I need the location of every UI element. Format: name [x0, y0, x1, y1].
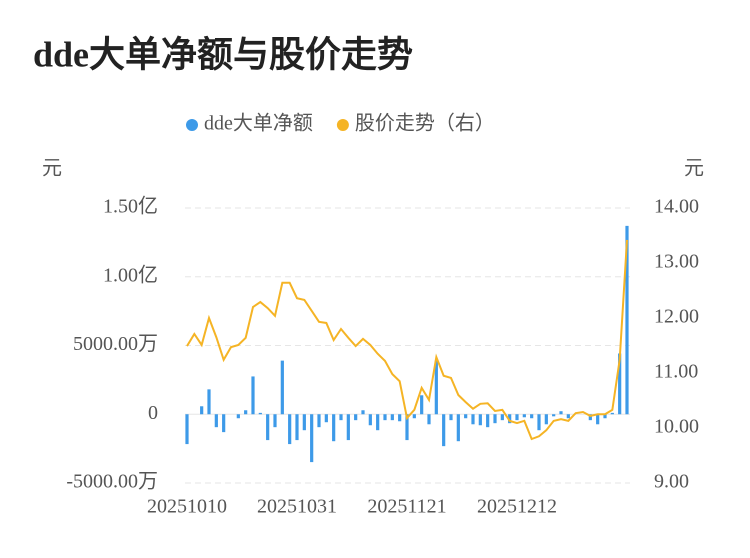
bar [449, 414, 453, 421]
bar [332, 414, 336, 442]
bar [552, 414, 556, 417]
legend-label: 股价走势（右） [355, 112, 495, 135]
bar [200, 406, 204, 415]
y-tick-label: 1.00亿 [103, 263, 158, 286]
bar [398, 414, 402, 422]
bar [310, 414, 314, 463]
bar [368, 414, 372, 426]
y2-tick-label: 13.00 [654, 251, 699, 273]
legend-label: dde大单净额 [204, 112, 313, 135]
bar [478, 414, 482, 426]
bar [412, 414, 416, 419]
bar [537, 414, 541, 431]
bar [427, 414, 431, 425]
bar [288, 414, 292, 445]
bar [258, 412, 262, 415]
y2-tick-label: 10.00 [654, 416, 699, 438]
y2-tick-label: 11.00 [654, 361, 698, 383]
bar [530, 414, 534, 419]
bar [295, 414, 299, 441]
bar [339, 414, 343, 421]
x-tick-label: 20251031 [257, 496, 337, 518]
bar [376, 414, 380, 431]
price-line [186, 239, 628, 441]
bar [588, 414, 592, 421]
bar [266, 414, 270, 441]
legend-marker [336, 119, 349, 131]
bar [500, 414, 504, 421]
bar [493, 414, 497, 424]
y2-tick-label: 14.00 [654, 196, 699, 218]
bar [618, 353, 622, 415]
bar [442, 414, 446, 447]
bar [361, 410, 365, 415]
bar [610, 412, 614, 415]
chart-title: dde大单净额与股价走势 [33, 34, 413, 74]
legend-marker [186, 119, 198, 131]
x-tick-label: 20251121 [367, 496, 446, 518]
bar [302, 414, 306, 431]
x-tick-label: 20251010 [147, 496, 227, 518]
y-axis-unit: 元 [42, 158, 62, 180]
bar [464, 414, 468, 419]
bar [486, 414, 490, 428]
bar [354, 414, 358, 421]
bar [434, 360, 438, 415]
y-tick-label: 0 [148, 402, 158, 424]
y2-axis-unit: 元 [684, 158, 704, 180]
bar [346, 414, 350, 441]
bar [383, 414, 387, 421]
bar [324, 414, 328, 423]
bar [207, 389, 211, 415]
bar [405, 414, 409, 441]
bar [603, 414, 607, 419]
bar [273, 414, 277, 428]
bar [596, 414, 600, 425]
bar [390, 414, 394, 421]
bar [317, 414, 321, 428]
x-tick-label: 20251212 [477, 496, 557, 518]
bar [222, 414, 226, 433]
bar [508, 414, 512, 424]
bar [471, 414, 475, 425]
bar [244, 410, 248, 415]
bar [214, 414, 218, 428]
bar [420, 395, 424, 415]
y-tick-label: -5000.00万 [66, 471, 158, 493]
y-tick-label: 1.50亿 [103, 195, 158, 218]
y2-tick-label: 9.00 [654, 471, 689, 493]
bar [566, 414, 570, 419]
bar [544, 414, 548, 425]
bar [625, 225, 629, 415]
bar [515, 414, 519, 421]
bar [456, 414, 460, 442]
bar [280, 360, 284, 415]
bar [559, 411, 563, 415]
bar [251, 376, 255, 415]
bar [522, 414, 526, 418]
bar [185, 414, 189, 445]
bar [236, 414, 240, 419]
y2-tick-label: 12.00 [654, 306, 699, 328]
y-tick-label: 5000.00万 [73, 333, 158, 355]
